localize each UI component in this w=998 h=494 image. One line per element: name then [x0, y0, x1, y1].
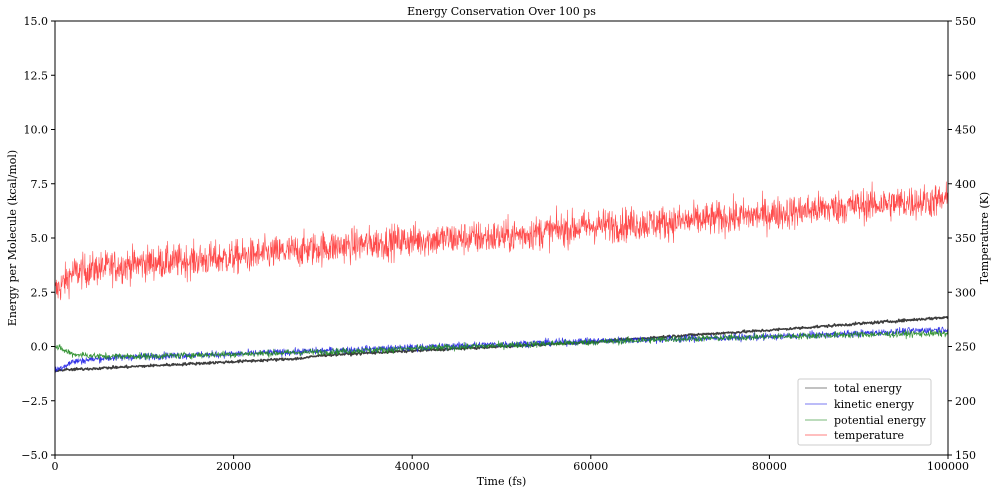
legend-label-total-energy: total energy: [834, 382, 902, 395]
x-tick-label: 20000: [216, 460, 251, 473]
legend: total energy kinetic energy potential en…: [797, 378, 932, 446]
y2-tick-label: 550: [955, 15, 976, 28]
y-tick-label: −5.0: [21, 449, 48, 462]
series-layer: [54, 181, 949, 373]
y-axis-label: Energy per Molecule (kcal/mol): [6, 150, 19, 326]
y-tick-label: 7.5: [31, 178, 49, 191]
legend-label-potential-energy: potential energy: [834, 414, 927, 427]
y2-tick-label: 200: [955, 395, 976, 408]
y-tick-label: 15.0: [24, 15, 49, 28]
y2-tick-label: 400: [955, 178, 976, 191]
plot-border: [54, 20, 949, 456]
y2-tick-label: 300: [955, 286, 976, 299]
y2-axis-label: Temperature (K): [978, 192, 991, 284]
legend-label-temperature: temperature: [834, 429, 904, 442]
x-axis-label: Time (fs): [477, 475, 527, 488]
series-line-temperature: [54, 181, 949, 301]
chart-title: Energy Conservation Over 100 ps: [407, 5, 596, 18]
x-tick-label: 100000: [927, 460, 969, 473]
x-tick-label: 80000: [752, 460, 787, 473]
y-tick-label: 5.0: [31, 232, 49, 245]
y2-tick-label: 450: [955, 124, 976, 137]
x-tick-label: 60000: [573, 460, 608, 473]
legend-label-kinetic-energy: kinetic energy: [834, 398, 915, 411]
y-tick-label: −2.5: [21, 395, 48, 408]
y2-tick-label: 350: [955, 232, 976, 245]
y2-tick-label: 150: [955, 449, 976, 462]
y-tick-label: 2.5: [31, 286, 49, 299]
axes-layer: 0 20000 40000 60000 80000 100000 −5.0 −2.5 0.0 2.…: [21, 15, 976, 473]
y-tick-label: 12.5: [24, 69, 49, 82]
y-tick-label: 0.0: [31, 341, 49, 354]
y-tick-label: 10.0: [24, 124, 49, 137]
x-tick-label: 40000: [395, 460, 430, 473]
legend-box: [797, 378, 932, 446]
y2-tick-label: 250: [955, 341, 976, 354]
y2-tick-label: 500: [955, 69, 976, 82]
series-line-total-energy: [54, 316, 949, 373]
series-line-potential-energy: [54, 329, 949, 361]
x-tick-label: 0: [52, 460, 59, 473]
